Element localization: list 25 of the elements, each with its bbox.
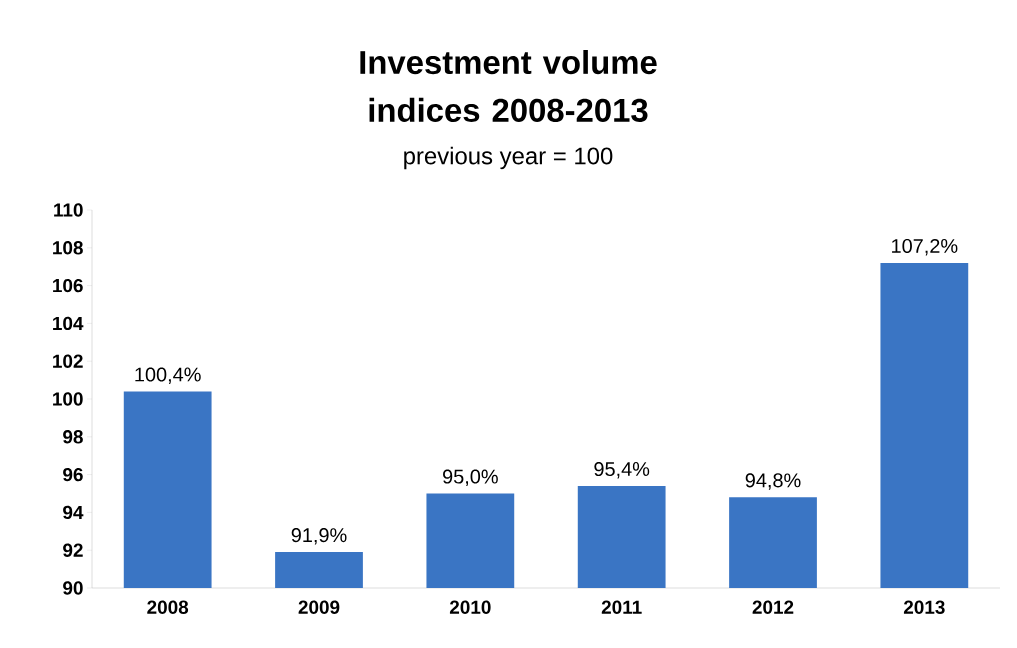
y-tick-label: 98 bbox=[63, 430, 83, 444]
data-label: 107,2% bbox=[892, 238, 958, 256]
y-tick-label: 90 bbox=[63, 581, 83, 595]
y-tick-label: 102 bbox=[53, 354, 83, 368]
data-label: 94,8% bbox=[745, 473, 801, 490]
y-tick-label: 104 bbox=[53, 316, 84, 331]
x-tick-label: 2012 bbox=[752, 600, 794, 614]
y-tick-label: 110 bbox=[54, 203, 83, 217]
x-tick-label: 2008 bbox=[147, 600, 189, 614]
data-label: 91,9% bbox=[291, 528, 347, 545]
y-tick-label: 108 bbox=[53, 241, 83, 255]
data-label: 95,0% bbox=[443, 469, 498, 486]
y-tick-label: 94 bbox=[63, 505, 84, 520]
x-tick-label: 2011 bbox=[601, 600, 642, 614]
x-tick-label: 2009 bbox=[298, 600, 340, 614]
x-tick-label: 2013 bbox=[903, 600, 945, 614]
y-tick-label: 100 bbox=[53, 392, 83, 406]
data-label: 100,4% bbox=[135, 367, 201, 384]
chart-subtitle: previous year = 100 bbox=[404, 146, 613, 170]
chart-title: Investment volume indices 2008-2013 bbox=[360, 49, 657, 122]
x-tick-label: 2010 bbox=[449, 600, 491, 614]
y-tick-label: 92 bbox=[63, 543, 83, 557]
y-tick-label: 96 bbox=[63, 467, 83, 482]
y-tick-label: 106 bbox=[53, 278, 83, 293]
data-label: 95,4% bbox=[594, 461, 650, 479]
